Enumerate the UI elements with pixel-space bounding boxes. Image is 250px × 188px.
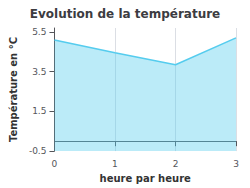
svg-text:3.5: 3.5 [32,67,46,77]
svg-text:5.5: 5.5 [32,27,46,37]
svg-text:1.5: 1.5 [32,106,46,116]
svg-text:heure par heure: heure par heure [100,173,191,184]
svg-text:-0.5: -0.5 [29,146,47,156]
svg-text:Evolution de la température: Evolution de la température [30,7,221,21]
svg-text:0: 0 [52,159,58,169]
svg-text:Température en °C: Température en °C [8,37,19,142]
svg-text:2: 2 [173,159,179,169]
svg-text:1: 1 [112,159,118,169]
svg-text:3: 3 [233,159,239,169]
